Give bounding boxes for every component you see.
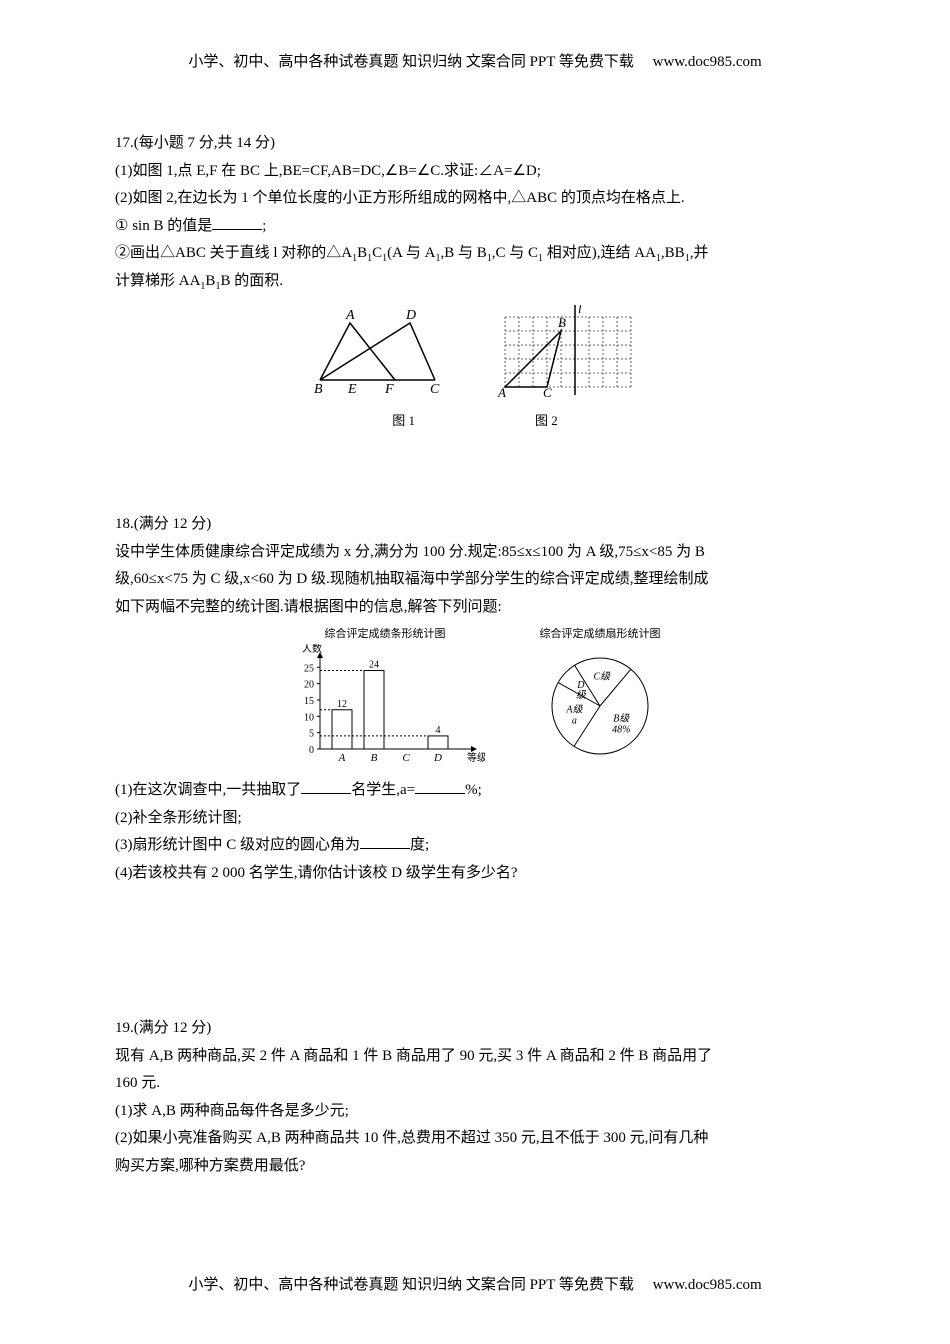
q17-line4: ②画出△ABC 关于直线 l 对称的△A1B1C1(A 与 A1,B 与 B1,… <box>115 241 835 267</box>
q19-q1: (1)求 A,B 两种商品每件各是多少元; <box>115 1099 835 1125</box>
q18-q1: (1)在这次调查中,一共抽取了名学生,a=%; <box>115 778 835 804</box>
label-B: B <box>314 382 323 395</box>
svg-text:4: 4 <box>436 725 441 736</box>
svg-text:C级: C级 <box>594 670 612 682</box>
pie-chart: B级48%A级aD级C级 <box>535 644 665 764</box>
q17-fig2: B A C l <box>490 305 650 405</box>
q18-l3: 如下两幅不完整的统计图.请根据图中的信息,解答下列问题: <box>115 595 835 621</box>
bar-title: 综合评定成绩条形统计图 <box>285 625 485 644</box>
svg-text:0: 0 <box>309 745 314 756</box>
svg-text:A: A <box>338 752 346 764</box>
q17-figures: A D B E F C B A C l <box>115 305 835 405</box>
pie-chart-wrap: 综合评定成绩扇形统计图 B级48%A级aD级C级 <box>535 625 665 773</box>
content: 17.(每小题 7 分,共 14 分) (1)如图 1,点 E,F 在 BC 上… <box>115 131 835 1179</box>
q17-title: 17.(每小题 7 分,共 14 分) <box>115 131 835 157</box>
page-footer: 小学、初中、高中各种试卷真题 知识归纳 文案合同 PPT 等免费下载 www.d… <box>0 1273 950 1294</box>
svg-text:24: 24 <box>369 659 379 670</box>
svg-text:C: C <box>402 752 410 764</box>
q18-q4: (4)若该校共有 2 000 名学生,请你估计该校 D 级学生有多少名? <box>115 861 835 887</box>
svg-text:B: B <box>371 752 378 764</box>
q17-line3-post: ; <box>262 218 266 234</box>
label-C: C <box>430 382 440 395</box>
label-A: A <box>345 308 355 323</box>
grid-C: C <box>543 385 552 400</box>
fig1-caption: 图 1 <box>392 410 415 432</box>
q17-line2: (2)如图 2,在边长为 1 个单位长度的小正方形所组成的网格中,△ABC 的顶… <box>115 186 835 212</box>
svg-text:人数: 人数 <box>302 644 322 655</box>
svg-text:15: 15 <box>304 696 314 707</box>
q18-l1: 设中学生体质健康综合评定成绩为 x 分,满分为 100 分.规定:85≤x≤10… <box>115 540 835 566</box>
q18-q3: (3)扇形统计图中 C 级对应的圆心角为度; <box>115 833 835 859</box>
svg-text:等级: 等级 <box>467 751 485 764</box>
bar-chart-wrap: 综合评定成绩条形统计图 0 5 10 15 20 25 人数等级 12 A 24 B C 4 D <box>285 625 485 773</box>
q17-line1: (1)如图 1,点 E,F 在 BC 上,BE=CF,AB=DC,∠B=∠C.求… <box>115 159 835 185</box>
blank <box>415 779 465 794</box>
svg-text:B级48%: B级48% <box>612 712 630 735</box>
svg-text:25: 25 <box>304 663 314 674</box>
footer-text: 小学、初中、高中各种试卷真题 知识归纳 文案合同 PPT 等免费下载 <box>188 1277 634 1293</box>
q19-title: 19.(满分 12 分) <box>115 1016 835 1042</box>
svg-text:5: 5 <box>309 728 314 739</box>
bar-chart: 0 5 10 15 20 25 人数等级 12 A 24 B C 4 D <box>285 644 485 764</box>
q17-line3: ① sin B 的值是; <box>115 214 835 240</box>
blank <box>301 779 351 794</box>
q17-captions: 图 1 图 2 <box>115 410 835 432</box>
grid-B: B <box>558 315 566 330</box>
svg-text:D: D <box>433 752 442 764</box>
q18-title: 18.(满分 12 分) <box>115 512 835 538</box>
label-F: F <box>384 382 394 395</box>
header-url: www.doc985.com <box>653 54 762 70</box>
page-header: 小学、初中、高中各种试卷真题 知识归纳 文案合同 PPT 等免费下载 www.d… <box>115 50 835 71</box>
header-text: 小学、初中、高中各种试卷真题 知识归纳 文案合同 PPT 等免费下载 <box>188 54 634 70</box>
fig2-caption: 图 2 <box>535 410 558 432</box>
label-D: D <box>405 308 416 323</box>
q17-line3-pre: ① sin B 的值是 <box>115 218 212 234</box>
q17-fig1: A D B E F C <box>300 305 450 395</box>
q17-line5: 计算梯形 AA1B1B 的面积. <box>115 269 835 295</box>
q19-q2: (2)如果小亮准备购买 A,B 两种商品共 10 件,总费用不超过 350 元,… <box>115 1126 835 1152</box>
q19-l1: 现有 A,B 两种商品,买 2 件 A 商品和 1 件 B 商品用了 90 元,… <box>115 1044 835 1070</box>
svg-text:10: 10 <box>304 712 314 723</box>
pie-title: 综合评定成绩扇形统计图 <box>535 625 665 644</box>
svg-text:12: 12 <box>337 699 347 710</box>
q19-l2: 160 元. <box>115 1071 835 1097</box>
q18-charts: 综合评定成绩条形统计图 0 5 10 15 20 25 人数等级 12 A 24 B C 4 D 综合评定… <box>115 625 835 773</box>
blank <box>212 215 262 230</box>
grid-l: l <box>578 305 582 316</box>
svg-text:20: 20 <box>304 679 314 690</box>
blank <box>360 834 410 849</box>
label-E: E <box>347 382 357 395</box>
footer-url: www.doc985.com <box>653 1277 762 1293</box>
q19-q2b: 购买方案,哪种方案费用最低? <box>115 1154 835 1180</box>
q18-q2: (2)补全条形统计图; <box>115 806 835 832</box>
q18-l2: 级,60≤x<75 为 C 级,x<60 为 D 级.现随机抽取福海中学部分学生… <box>115 567 835 593</box>
grid-A: A <box>497 385 506 400</box>
